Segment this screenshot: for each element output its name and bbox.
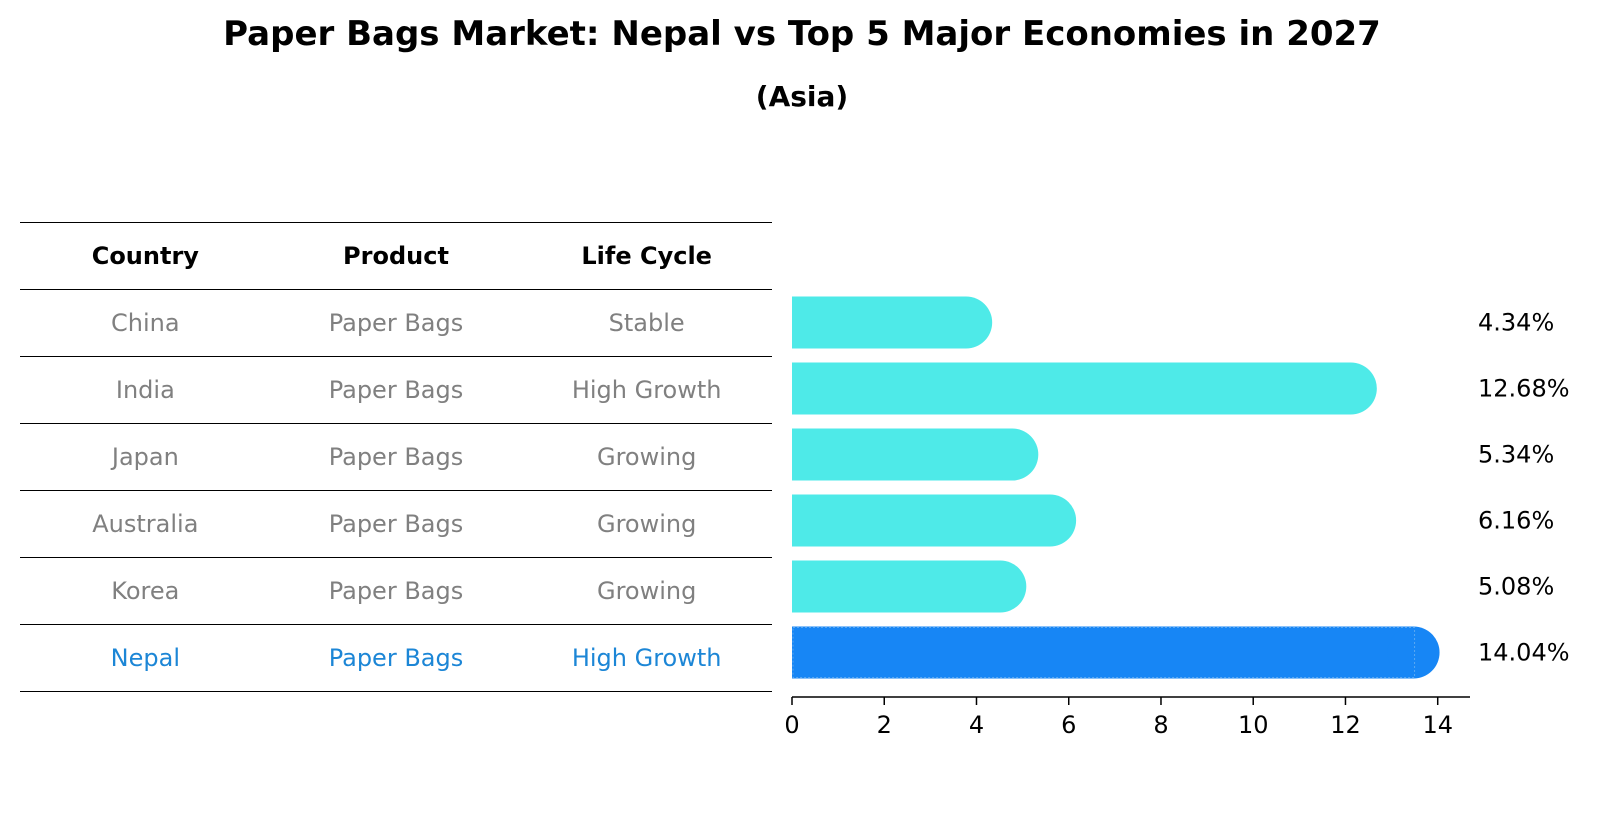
cell-product: Paper Bags — [270, 423, 522, 491]
bar-body — [792, 362, 1351, 415]
cell-country: India — [20, 356, 271, 424]
table-header-row: Country Product Life Cycle — [20, 222, 772, 290]
cell-product: Paper Bags — [270, 356, 522, 424]
bar-body — [792, 296, 967, 349]
bar — [792, 296, 993, 349]
bar — [792, 362, 1377, 415]
x-tick-label: 10 — [1238, 711, 1269, 739]
cell-life-cycle: Growing — [521, 490, 772, 558]
bar-body — [792, 494, 1051, 547]
table-row: China Paper Bags Stable — [20, 289, 772, 357]
x-tick-label: 8 — [1153, 711, 1168, 739]
bar-value-label: 6.16% — [1478, 507, 1554, 535]
cell-product: Paper Bags — [270, 557, 522, 625]
cell-life-cycle: Growing — [521, 423, 772, 491]
x-tick-label: 14 — [1422, 711, 1453, 739]
bar-value-label: 5.08% — [1478, 573, 1554, 601]
bar-body — [792, 560, 1001, 613]
chart-subtitle: (Asia) — [755, 80, 849, 113]
table-row: Australia Paper Bags Growing — [20, 490, 772, 558]
chart-title: Paper Bags Market: Nepal vs Top 5 Major … — [223, 14, 1381, 54]
market-table: Country Product Life Cycle China Paper B… — [20, 222, 772, 692]
bar-body — [792, 626, 1414, 679]
cell-country: China — [20, 289, 271, 357]
bar — [792, 494, 1077, 547]
table-row: Korea Paper Bags Growing — [20, 557, 772, 625]
bar-cap — [940, 296, 993, 349]
table-row-highlight: Nepal Paper Bags High Growth — [20, 624, 772, 692]
x-tick-label: 4 — [969, 711, 984, 739]
bar-cap — [986, 428, 1039, 481]
table-row: Japan Paper Bags Growing — [20, 423, 772, 491]
cell-country: Australia — [20, 490, 271, 558]
cell-life-cycle: High Growth — [521, 624, 772, 692]
bar-highlight — [792, 626, 1440, 679]
bar-cap — [974, 560, 1027, 613]
bar-cap — [1324, 362, 1377, 415]
header-country: Country — [20, 222, 271, 290]
bar-cap — [1024, 494, 1077, 547]
x-tick-label: 6 — [1061, 711, 1076, 739]
cell-country: Japan — [20, 423, 271, 491]
cell-life-cycle: Growing — [521, 557, 772, 625]
x-tick-label: 12 — [1330, 711, 1361, 739]
cell-country: Korea — [20, 557, 271, 625]
bar-body — [792, 428, 1013, 481]
cell-product: Paper Bags — [270, 289, 522, 357]
bar-cap — [1387, 626, 1440, 679]
bar-value-label: 4.34% — [1478, 309, 1554, 337]
market-table-grid: Country Product Life Cycle China Paper B… — [20, 222, 772, 692]
cell-product: Paper Bags — [270, 624, 522, 692]
bar-value-label: 14.04% — [1478, 639, 1570, 667]
bar — [792, 560, 1027, 613]
header-life-cycle: Life Cycle — [521, 222, 772, 290]
bar — [792, 428, 1039, 481]
cell-country: Nepal — [20, 624, 271, 692]
cell-life-cycle: High Growth — [521, 356, 772, 424]
bar-value-label: 12.68% — [1478, 375, 1570, 403]
header-product: Product — [270, 222, 522, 290]
table-row: India Paper Bags High Growth — [20, 356, 772, 424]
cell-life-cycle: Stable — [521, 289, 772, 357]
cell-product: Paper Bags — [270, 490, 522, 558]
x-tick-label: 2 — [877, 711, 892, 739]
x-tick-label: 0 — [784, 711, 799, 739]
bar-value-label: 5.34% — [1478, 441, 1554, 469]
